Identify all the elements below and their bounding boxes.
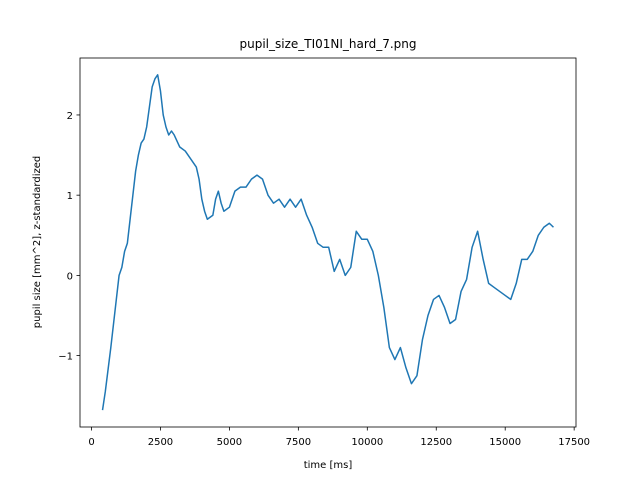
y-tick-label: 0 xyxy=(67,271,73,282)
x-tick-label: 10000 xyxy=(351,437,383,448)
x-tick-label: 2500 xyxy=(148,437,173,448)
x-tick-label: 15000 xyxy=(489,437,521,448)
y-tick-label: 1 xyxy=(67,191,73,202)
x-tick-label: 0 xyxy=(88,437,94,448)
y-tick-label: 2 xyxy=(67,111,73,122)
x-tick-label: 7500 xyxy=(286,437,311,448)
x-axis-label: time [ms] xyxy=(304,460,353,471)
x-tick-label: 12500 xyxy=(420,437,452,448)
y-axis-label: pupil size [mm^2], z-standardized xyxy=(32,156,43,328)
chart-title: pupil_size_TI01NI_hard_7.png xyxy=(239,37,416,51)
x-tick-label: 17500 xyxy=(558,437,590,448)
plot-frame xyxy=(79,57,577,428)
y-tick-label: −1 xyxy=(58,352,73,363)
x-tick-label: 5000 xyxy=(217,437,242,448)
data-line xyxy=(101,74,554,411)
